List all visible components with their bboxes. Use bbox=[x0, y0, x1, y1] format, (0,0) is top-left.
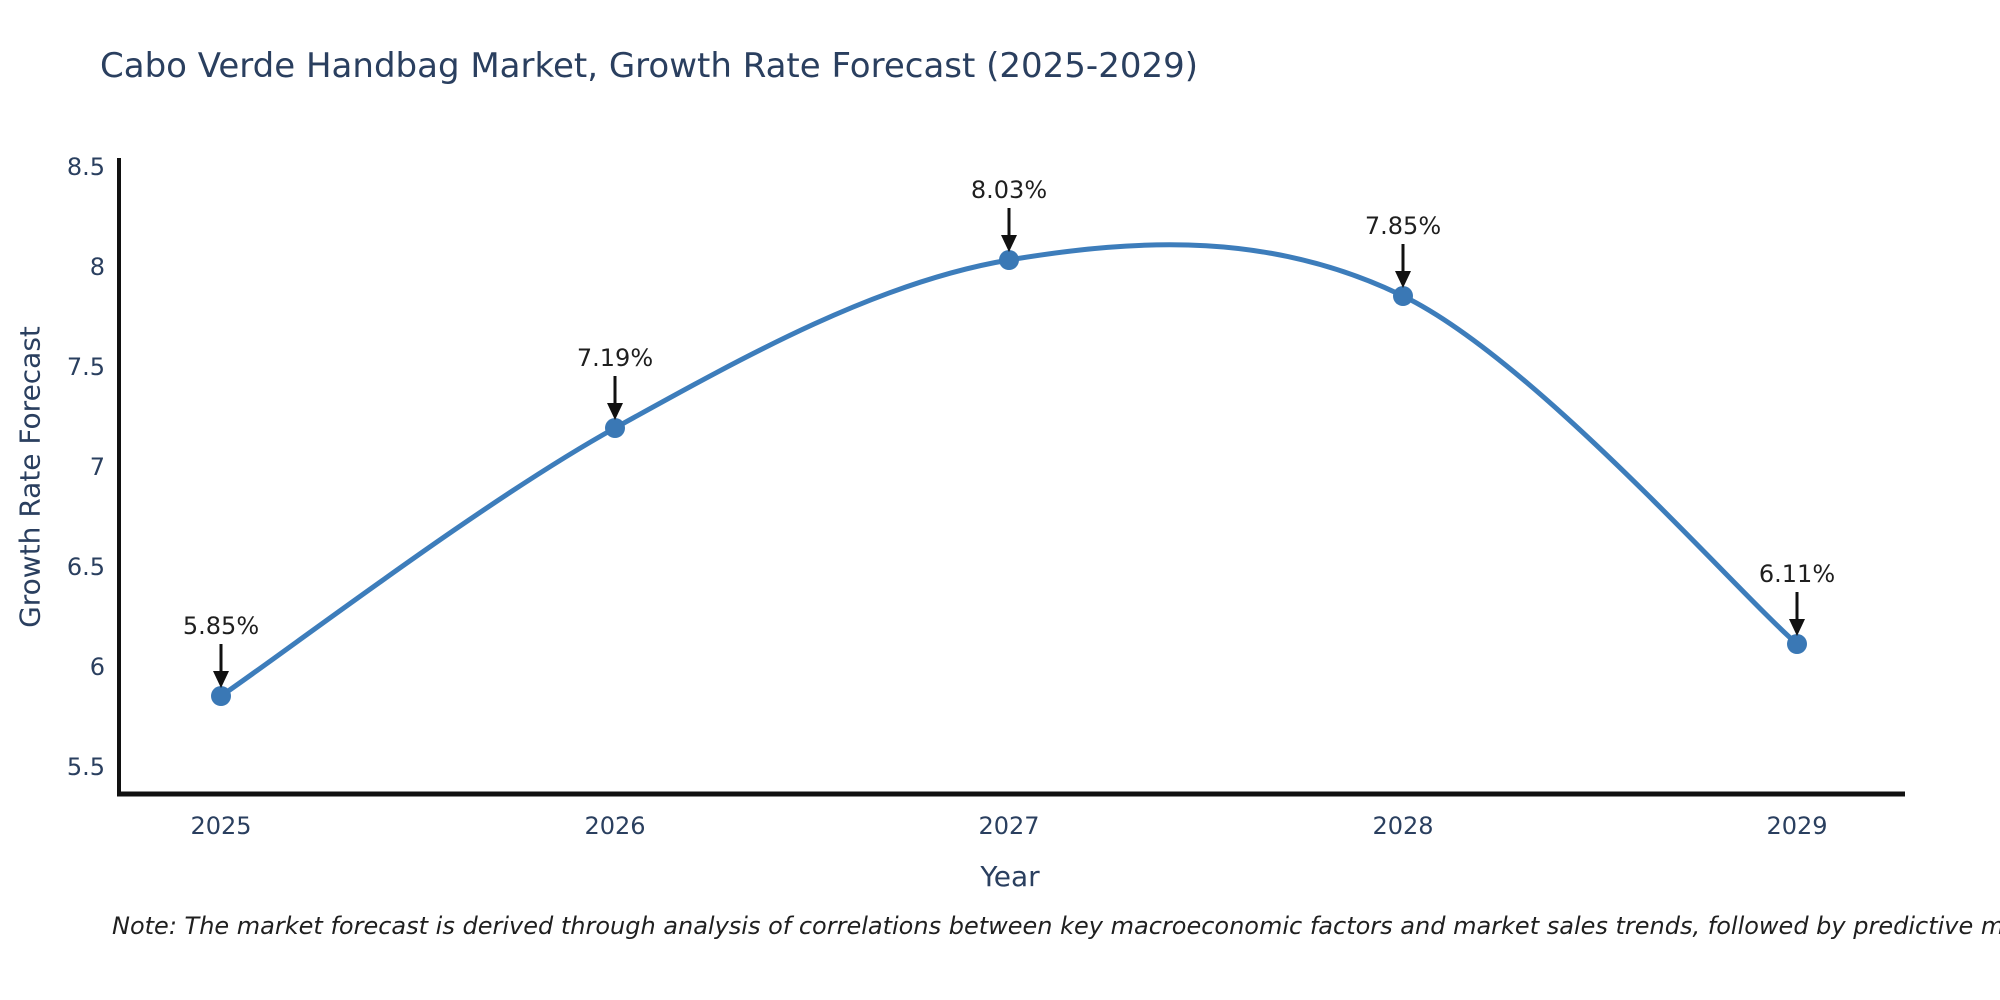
y-tick-label: 6 bbox=[90, 653, 105, 681]
annotation-arrowhead-icon bbox=[213, 671, 229, 688]
annotation-arrowhead-icon bbox=[1395, 271, 1411, 288]
data-point-marker[interactable] bbox=[1393, 286, 1413, 306]
annotation-arrowhead-icon bbox=[607, 403, 623, 420]
data-point-marker[interactable] bbox=[1787, 634, 1807, 654]
y-tick-label: 7.5 bbox=[67, 353, 105, 381]
trace-line bbox=[218, 242, 1800, 699]
data-point-marker[interactable] bbox=[999, 250, 1019, 270]
x-tick-label: 2028 bbox=[1372, 812, 1433, 840]
data-point-label: 7.85% bbox=[1365, 212, 1441, 240]
annotation-arrowhead-icon bbox=[1789, 619, 1805, 636]
chart-title: Cabo Verde Handbag Market, Growth Rate F… bbox=[100, 46, 1198, 86]
data-point-label: 6.11% bbox=[1759, 560, 1835, 588]
data-point-marker[interactable] bbox=[605, 418, 625, 438]
x-tick-label: 2027 bbox=[978, 812, 1039, 840]
y-tick-label: 6.5 bbox=[67, 553, 105, 581]
x-tick-label: 2026 bbox=[584, 812, 645, 840]
y-axis-title: Growth Rate Forecast bbox=[13, 326, 47, 628]
annotation-arrowhead-icon bbox=[1001, 235, 1017, 252]
y-tick-label: 7 bbox=[90, 453, 105, 481]
x-axis-title: Year bbox=[980, 860, 1040, 893]
data-point-label: 5.85% bbox=[183, 612, 259, 640]
data-point-marker[interactable] bbox=[211, 686, 231, 706]
y-tick-label: 5.5 bbox=[67, 753, 105, 781]
y-tick-label: 8.5 bbox=[67, 153, 105, 181]
y-tick-label: 8 bbox=[90, 253, 105, 281]
x-tick-label: 2029 bbox=[1766, 812, 1827, 840]
data-point-label: 8.03% bbox=[971, 176, 1047, 204]
data-point-label: 7.19% bbox=[577, 344, 653, 372]
footnote: Note: The market forecast is derived thr… bbox=[112, 912, 2000, 940]
x-tick-label: 2025 bbox=[190, 812, 251, 840]
